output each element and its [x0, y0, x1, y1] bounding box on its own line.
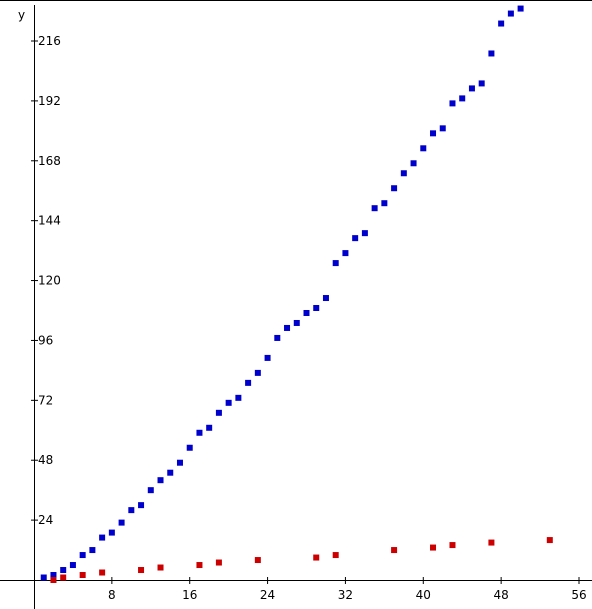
blue-data-point [517, 5, 524, 12]
red-data-point [546, 537, 553, 544]
blue-data-point [293, 319, 300, 326]
blue-data-point [430, 130, 437, 137]
blue-data-point [118, 519, 125, 526]
red-data-point [60, 574, 67, 581]
red-data-point [332, 552, 339, 559]
blue-data-point [303, 309, 310, 316]
blue-data-point [138, 502, 145, 509]
y-tick-label: 120 [38, 274, 61, 288]
red-data-point [488, 539, 495, 546]
y-axis-label: y [18, 8, 25, 22]
blue-data-point [284, 324, 291, 331]
x-tick-label: 56 [571, 588, 586, 602]
blue-data-point [60, 567, 67, 574]
y-ticks: 24 48 72 96 120 144 168 192 216 [31, 34, 61, 527]
blue-data-point [498, 20, 505, 27]
x-tick-label: 32 [338, 588, 353, 602]
red-data-point [430, 544, 437, 551]
data-points [40, 5, 553, 583]
blue-data-point [468, 85, 475, 92]
blue-data-point [254, 369, 261, 376]
y-tick-label: 168 [38, 154, 61, 168]
red-data-point [449, 542, 456, 549]
red-data-point [99, 569, 106, 576]
y-tick-label: 192 [38, 94, 61, 108]
blue-data-point [245, 379, 252, 386]
blue-data-point [488, 50, 495, 57]
blue-data-point [274, 334, 281, 341]
blue-data-point [128, 507, 135, 514]
blue-data-point [69, 562, 76, 569]
x-tick-label: 8 [108, 588, 116, 602]
y-tick-label: 72 [38, 393, 53, 407]
blue-data-point [157, 477, 164, 484]
blue-data-point [186, 444, 193, 451]
blue-data-point [391, 185, 398, 192]
blue-data-point [235, 394, 242, 401]
red-data-point [157, 564, 164, 571]
blue-data-point [400, 170, 407, 177]
blue-data-point [313, 305, 320, 312]
blue-data-point [176, 459, 183, 466]
blue-data-point [79, 552, 86, 559]
x-ticks: 8 16 24 32 40 48 56 [108, 577, 587, 602]
blue-data-point [89, 547, 96, 554]
blue-data-point [507, 10, 514, 17]
blue-data-point [449, 100, 456, 107]
blue-data-point [206, 424, 213, 431]
x-tick-label: 24 [260, 588, 275, 602]
x-tick-label: 48 [494, 588, 509, 602]
blue-data-point [322, 295, 329, 302]
blue-data-point [147, 487, 154, 494]
blue-data-point [342, 250, 349, 257]
blue-data-point [439, 125, 446, 132]
blue-data-point [459, 95, 466, 102]
blue-data-point [225, 399, 232, 406]
red-data-point [50, 577, 57, 583]
red-data-point [215, 559, 222, 566]
blue-data-point [381, 200, 388, 207]
blue-data-point [332, 260, 339, 267]
blue-data-point [361, 230, 368, 237]
blue-data-point [196, 429, 203, 436]
blue-data-point [50, 572, 57, 579]
blue-data-point [371, 205, 378, 212]
red-data-point [313, 554, 320, 561]
blue-data-point [215, 409, 222, 416]
y-tick-label: 48 [38, 453, 53, 467]
red-data-point [254, 557, 261, 564]
y-tick-label: 144 [38, 214, 61, 228]
red-data-point [391, 547, 398, 554]
red-data-point [79, 572, 86, 579]
blue-data-point [99, 534, 106, 541]
x-tick-label: 40 [416, 588, 431, 602]
y-tick-label: 96 [38, 333, 53, 347]
y-tick-label: 24 [38, 513, 53, 527]
x-tick-label: 16 [182, 588, 197, 602]
blue-data-point [264, 354, 271, 361]
red-data-point [196, 562, 203, 569]
blue-data-point [410, 160, 417, 167]
y-tick-label: 216 [38, 34, 61, 48]
blue-data-point [40, 574, 47, 581]
blue-data-point [108, 529, 115, 536]
blue-data-point [352, 235, 359, 242]
red-data-point [138, 567, 145, 574]
blue-data-point [478, 80, 485, 87]
blue-data-point [420, 145, 427, 152]
blue-data-point [167, 469, 174, 476]
